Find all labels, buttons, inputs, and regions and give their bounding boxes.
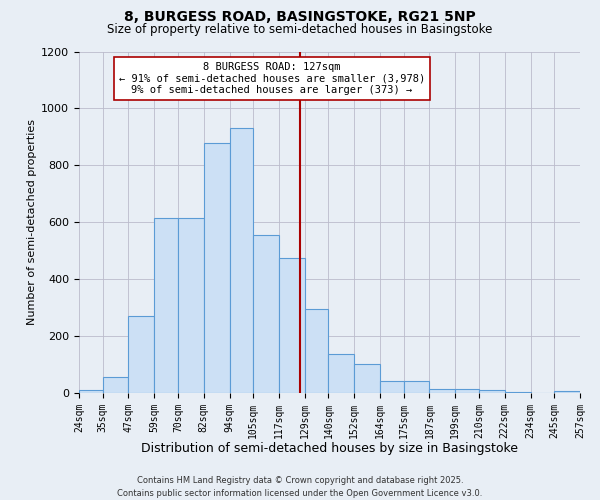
Bar [479,390,505,393]
Bar [253,235,279,393]
Bar [328,354,354,393]
Text: 8, BURGESS ROAD, BASINGSTOKE, RG21 5NP: 8, BURGESS ROAD, BASINGSTOKE, RG21 5NP [124,10,476,24]
Bar [128,316,154,393]
Bar [354,364,380,393]
Bar [455,388,479,393]
X-axis label: Distribution of semi-detached houses by size in Basingstoke: Distribution of semi-detached houses by … [141,442,518,455]
Bar [230,128,253,393]
Bar [79,390,103,393]
Bar [404,382,430,393]
Bar [505,392,530,393]
Bar [554,392,580,393]
Text: 8 BURGESS ROAD: 127sqm
← 91% of semi-detached houses are smaller (3,978)
9% of s: 8 BURGESS ROAD: 127sqm ← 91% of semi-det… [119,62,425,95]
Text: Size of property relative to semi-detached houses in Basingstoke: Size of property relative to semi-detach… [107,22,493,36]
Bar [178,218,204,393]
Bar [305,309,328,393]
Text: Contains HM Land Registry data © Crown copyright and database right 2025.
Contai: Contains HM Land Registry data © Crown c… [118,476,482,498]
Bar [279,258,305,393]
Bar [430,388,455,393]
Bar [103,377,128,393]
Bar [204,142,230,393]
Bar [154,218,178,393]
Bar [380,382,404,393]
Y-axis label: Number of semi-detached properties: Number of semi-detached properties [27,119,37,325]
